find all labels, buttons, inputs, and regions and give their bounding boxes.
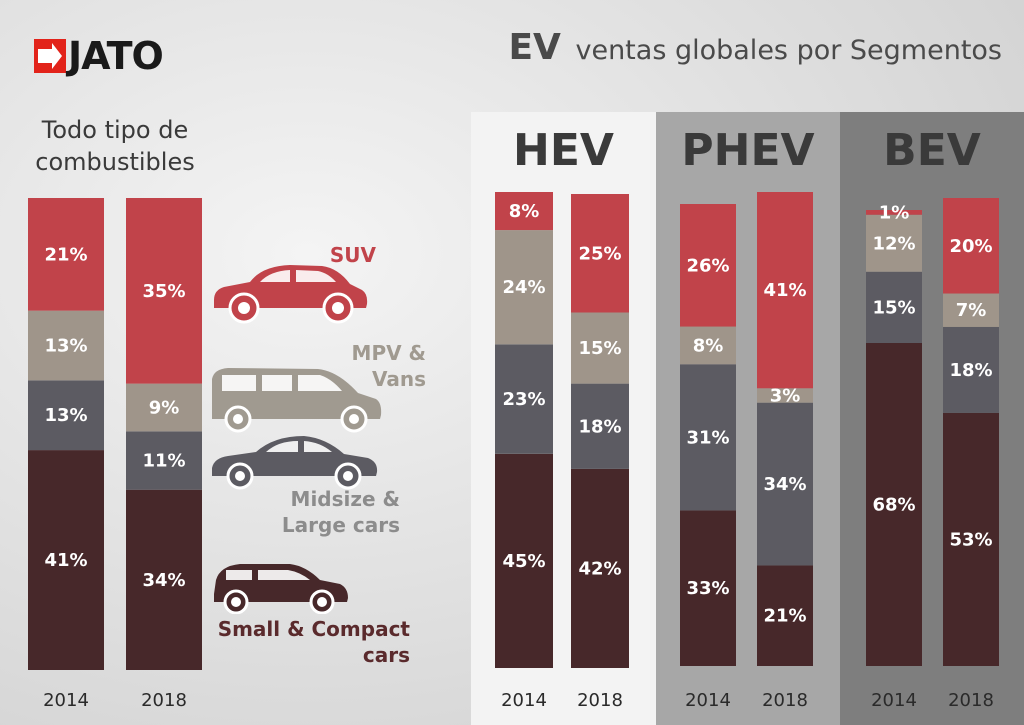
mpv-car-icon: [212, 368, 382, 433]
logo-text: JATO: [68, 34, 164, 78]
bar-segment-3-2014-2: [866, 214, 922, 272]
bar-value-label: 35%: [142, 281, 185, 302]
bar-segment-3-2018-3: [943, 198, 999, 294]
x-tick-label: 2014: [685, 690, 731, 711]
bar-segment-3-2018-2: [943, 293, 999, 327]
x-tick-label: 2018: [577, 690, 623, 711]
main-title-rest: ventas globales por Segmentos: [575, 35, 1002, 66]
bar-value-label: 20%: [949, 236, 992, 257]
bar-segment-1-2014-0: [495, 453, 553, 668]
bar-value-label: 33%: [686, 578, 729, 599]
bar-value-label: 9%: [149, 397, 180, 418]
x-tick-label: 2018: [762, 690, 808, 711]
bar-value-label: 42%: [578, 558, 621, 579]
bar-value-label: 7%: [956, 300, 987, 321]
all-fuels-title: Todo tipo de combustibles: [35, 116, 195, 176]
bar-segment-0-2018-0: [126, 489, 202, 670]
bar-value-label: 13%: [44, 336, 87, 357]
legend-midsize: Midsize & Large cars: [220, 486, 400, 538]
bar-segment-3-2014-1: [866, 271, 922, 343]
bar-value-label: 15%: [872, 297, 915, 318]
bar-value-label: 11%: [142, 451, 185, 472]
bar-value-label: 68%: [872, 495, 915, 516]
bar-value-label: 13%: [44, 405, 87, 426]
bar-segment-2-2018-1: [757, 402, 813, 566]
bar-segment-3-2018-1: [943, 326, 999, 413]
bar-value-label: 8%: [509, 201, 540, 222]
bar-value-label: 25%: [578, 243, 621, 264]
bar-value-label: 34%: [763, 474, 806, 495]
bar-segment-1-2014-1: [495, 344, 553, 454]
bar-segment-1-2018-1: [571, 383, 629, 469]
bar-value-label: 21%: [763, 606, 806, 627]
legend-midsize-label: Midsize & Large cars: [281, 487, 400, 537]
x-tick-label: 2018: [141, 690, 187, 711]
bar-value-label: 31%: [686, 427, 729, 448]
bar-segment-2-2014-0: [680, 510, 736, 666]
jato-logo-mark-icon: [34, 39, 66, 73]
bar-value-label: 3%: [770, 385, 801, 406]
legend-suv-label: SUV: [329, 243, 376, 267]
sedan-car-icon: [212, 436, 378, 490]
x-tick-label: 2014: [43, 690, 89, 711]
bar-segment-3-2018-0: [943, 412, 999, 666]
bar-segment-0-2018-3: [126, 198, 202, 384]
hev-title: HEV: [513, 125, 614, 176]
bar-value-label: 1%: [879, 202, 910, 223]
bar-segment-1-2014-2: [495, 230, 553, 345]
bar-value-label: 26%: [686, 255, 729, 276]
bar-segment-1-2014-3: [495, 192, 553, 231]
bar-segment-2-2014-2: [680, 326, 736, 365]
bar-value-label: 8%: [693, 335, 724, 356]
bar-value-label: 15%: [578, 338, 621, 359]
x-tick-label: 2014: [871, 690, 917, 711]
bar-segment-2-2018-3: [757, 192, 813, 389]
chart-main-title: EV ventas globales por Segmentos: [508, 28, 1002, 71]
main-title-ev: EV: [508, 27, 561, 68]
bar-value-label: 18%: [578, 416, 621, 437]
bar-value-label: 53%: [949, 529, 992, 550]
bar-segment-0-2018-1: [126, 431, 202, 490]
bar-value-label: 12%: [872, 233, 915, 254]
bar-segment-1-2018-2: [571, 312, 629, 384]
bar-value-label: 45%: [502, 551, 545, 572]
jato-logo: JATO: [34, 34, 164, 78]
bar-segment-2-2014-3: [680, 204, 736, 327]
bar-value-label: 34%: [142, 570, 185, 591]
bar-segment-0-2018-2: [126, 383, 202, 432]
bar-segment-1-2018-0: [571, 468, 629, 668]
legend-suv: SUV: [300, 242, 376, 268]
x-tick-label: 2014: [501, 690, 547, 711]
bar-value-label: 24%: [502, 277, 545, 298]
bar-segment-2-2018-2: [757, 388, 813, 403]
bev-title: BEV: [883, 125, 981, 176]
compact-car-icon: [214, 564, 348, 614]
legend-mpv-label: MPV & Vans: [351, 341, 426, 391]
legend-small-label: Small & Compact cars: [217, 617, 410, 667]
legend-mpv: MPV & Vans: [346, 340, 426, 392]
suv-car-icon: [214, 265, 368, 324]
legend-small: Small & Compact cars: [210, 616, 410, 668]
bar-segment-3-2014-0: [866, 343, 922, 666]
bar-segment-0-2014-3: [28, 198, 104, 311]
bar-value-label: 41%: [44, 550, 87, 571]
x-tick-label: 2018: [948, 690, 994, 711]
bar-segment-2-2018-0: [757, 565, 813, 666]
phev-title: PHEV: [681, 125, 815, 176]
bar-value-label: 18%: [949, 360, 992, 381]
bar-value-label: 23%: [502, 389, 545, 410]
bar-segment-0-2014-0: [28, 450, 104, 670]
bar-value-label: 21%: [44, 244, 87, 265]
bar-segment-0-2014-1: [28, 380, 104, 451]
bar-value-label: 41%: [763, 280, 806, 301]
bar-segment-0-2014-2: [28, 310, 104, 381]
bar-segment-3-2014-3: [866, 210, 922, 215]
bar-segment-1-2018-3: [571, 194, 629, 313]
bar-segment-2-2014-1: [680, 364, 736, 511]
